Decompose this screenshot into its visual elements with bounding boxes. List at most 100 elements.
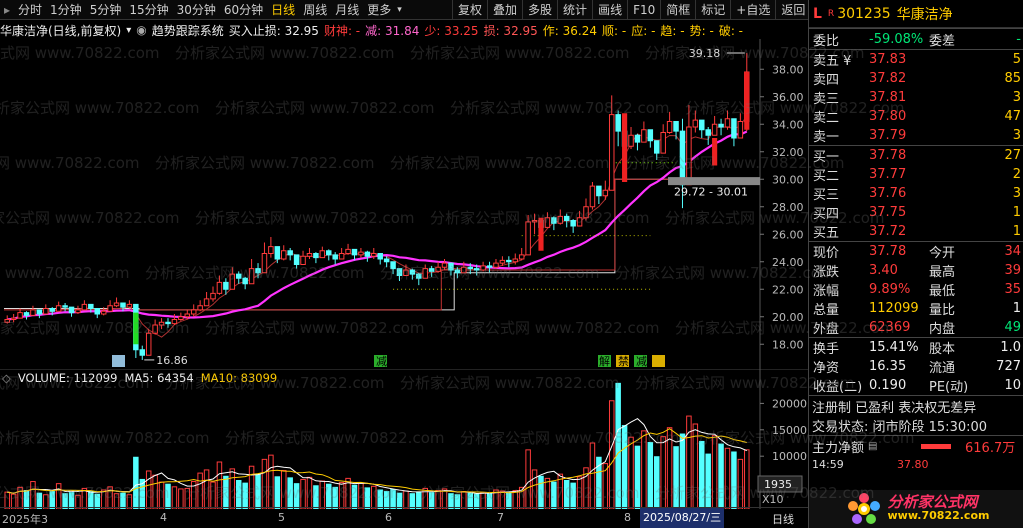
main-flow-row[interactable]: 主力净额 ▤ 616.7万 [809,435,1023,457]
candle-body [49,308,55,312]
candle-body [23,312,30,316]
toolbar-actions: 复权 叠加 多股 统计 画线 F10 简框 标记 +自选 返回 [452,0,810,20]
sell-row[interactable]: 卖二 37.80 47 [809,107,1023,126]
candle-body [518,254,525,260]
toolbar-action-button[interactable]: 标记 [695,0,730,20]
period-tab[interactable]: 30分钟 [176,2,216,17]
stat-label: 最高 [929,265,956,280]
sell-qty: 85 [1004,71,1021,86]
stats-block: 现价 37.78 今开 34 涨跌 3.40 最高 39 涨幅 9.89% 最低 35 总量 112099… [809,241,1023,337]
candlestick-chart[interactable]: 18.00 20.00 22.00 24.00 26.00 28.00 30.00 32.00… [0,39,808,369]
sell-row[interactable]: 卖五 ¥ 37.83 5 [809,50,1023,69]
stat-label: 流通 [929,361,956,376]
period-tab[interactable]: 分时 [18,2,43,17]
buy-row[interactable]: 买三 37.76 3 [809,184,1023,203]
sell-row[interactable]: 卖三 37.81 3 [809,88,1023,107]
qu-value: 趋: - [660,23,685,38]
candle-body [107,305,113,312]
candle [448,262,454,276]
candle-body [235,273,242,279]
candle-body [165,321,171,325]
volume-ma10: MA10: 83099 [200,371,278,385]
candle-body [158,321,165,326]
candle [113,297,120,308]
candle [551,216,557,231]
stop-line [4,178,750,311]
volume-bar [608,400,615,509]
candle-body [338,253,345,260]
date-label: 7 [497,511,504,524]
candle-body [641,129,647,143]
candle-body [280,250,287,260]
price-tick-label: 26.00 [772,228,804,241]
candle [190,304,197,317]
period-tab[interactable]: 周线 [303,2,328,17]
candle [210,286,216,302]
period-tab[interactable]: 日线 [271,2,296,17]
logo-text: 分析家公式网 [887,493,978,511]
sell-row[interactable]: 卖一 37.79 3 [809,126,1023,145]
candle [319,246,326,259]
period-tab[interactable]: 60分钟 [223,2,264,17]
toolbar-action-button[interactable]: +自选 [730,0,775,20]
webi-diff-value: - [1016,31,1021,47]
stat-value: 15.41% [869,340,919,355]
indicator-name[interactable]: 趋势跟踪系统 [151,23,224,38]
volume-tick-label: 10000 [772,450,807,463]
candle [75,305,81,314]
reduce-value: 减: 31.84 [365,23,420,38]
candle [615,110,621,147]
toolbar-action-button[interactable]: 多股 [522,0,557,20]
candle [705,127,711,145]
volume-bar [293,483,300,509]
volume-bar [171,486,178,509]
candle [628,127,634,149]
volume-collapse-icon[interactable]: ◇ [2,371,11,385]
toolbar-menu-icon[interactable]: ▸ [4,2,11,17]
toolbar-action-button[interactable]: 返回 [775,0,810,20]
date-label: 2025年3 [2,513,48,526]
volume-ma5: MA5: 64354 [124,371,194,385]
period-tab[interactable]: 1分钟 [50,2,82,17]
stock-title-bar: L R 301235 华康洁净 [809,0,1023,28]
period-tab[interactable]: 更多 [367,2,392,17]
period-tab[interactable]: 5分钟 [89,2,122,17]
period-tab[interactable]: 15分钟 [129,2,169,17]
toolbar-action-button[interactable]: 画线 [592,0,627,20]
toolbar-action-button[interactable]: 复权 [452,0,487,20]
more-dropdown-icon[interactable]: ▾ [397,4,402,15]
indicator-dropdown-icon[interactable]: ▾ [126,24,132,36]
buy-row[interactable]: 买四 37.75 1 [809,203,1023,222]
candle-body [88,303,94,309]
price-tick-label: 36.00 [772,91,804,104]
candle-body [705,129,711,136]
candle [737,113,744,139]
buy-row[interactable]: 买五 37.72 1 [809,222,1023,241]
volume-bar [589,442,596,509]
loss-value: 损: 32.95 [483,23,538,38]
volume-chart[interactable]: 10000 15000 20000 X10 1935 [0,369,808,509]
period-tab[interactable]: 月线 [335,2,360,17]
buy-row[interactable]: 买一 37.78 27 [809,146,1023,165]
stat-value: 62369 [869,320,911,335]
candle-body [454,269,461,274]
toolbar-action-button[interactable]: 统计 [557,0,592,20]
candle-body [345,248,351,254]
candle-body [120,302,126,308]
volume-bar [711,435,718,509]
candle [403,264,409,276]
sell-row[interactable]: 卖四 37.82 85 [809,69,1023,88]
period-label: 日线 [772,513,794,526]
event-marker-label: 解 [599,354,610,368]
candle-body [390,261,396,270]
toolbar-action-button[interactable]: F10 [627,0,660,20]
buy-row[interactable]: 买二 37.77 2 [809,165,1023,184]
candle-body [506,259,512,263]
sell-qty: 47 [1004,109,1021,124]
toolbar-action-button[interactable]: 简框 [660,0,695,20]
candle [197,300,203,312]
candle [313,252,319,264]
candle [255,263,261,279]
candle-body [731,118,737,139]
toolbar-action-button[interactable]: 叠加 [487,0,522,20]
